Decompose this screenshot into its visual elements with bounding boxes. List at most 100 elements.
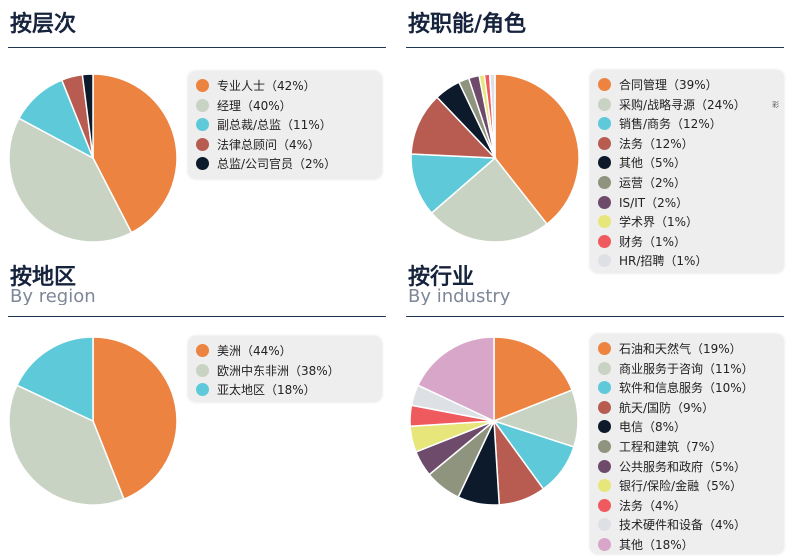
legend-label: 技术硬件和设备（4%）	[619, 518, 747, 533]
pie-slice-0	[493, 336, 574, 423]
chart-legend: 合同管理（39%） 采购/战略寻源（24%） 销售/商务（12%） 法务（12%） 其他…	[590, 70, 784, 273]
legend-swatch	[598, 381, 611, 395]
chart-legend: 专业人士（42%） 经理（40%） 副总裁/总监（11%） 法律总顾问（4%） 总监/公…	[188, 71, 382, 179]
legend-swatch	[598, 420, 611, 434]
pie-slice-3	[493, 418, 545, 506]
title-rule	[8, 316, 386, 317]
legend-label: 法律总顾问（4%）	[217, 137, 321, 152]
legend-swatch	[196, 118, 209, 132]
legend-swatch	[598, 215, 611, 229]
pie-slice-1	[8, 384, 125, 506]
legend-label: 其他（18%）	[619, 538, 694, 552]
legend-label: 电信（8%）	[619, 420, 687, 435]
legend-item: 经理（40%）	[196, 96, 292, 115]
legend-item: 软件和信息服务（10%）	[598, 378, 754, 397]
pie-slice-3	[410, 96, 497, 159]
legend-label: IS/IT（2%）	[619, 195, 689, 210]
legend-label: 专业人士（42%）	[217, 79, 316, 93]
pie-slice-8	[409, 404, 495, 428]
pie-slice-0	[494, 73, 580, 226]
title-rule	[406, 47, 784, 48]
legend-item: 销售/商务（12%）	[598, 114, 722, 133]
legend-item: 合同管理（39%）	[598, 75, 718, 94]
legend-swatch	[598, 361, 611, 375]
legend-item: 采购/战略寻源（24%）	[598, 95, 746, 114]
legend-item: IS/IT（2%）	[598, 193, 688, 212]
legend-swatch	[196, 98, 209, 112]
legend-item: 石油和天然气（19%）	[598, 339, 742, 358]
chart-title: 按行业	[408, 265, 475, 290]
legend-swatch	[598, 117, 611, 131]
legend-item: 法务（12%）	[598, 134, 694, 153]
title-rule	[406, 316, 784, 317]
legend-item: 其他（5%）	[598, 153, 686, 172]
legend-swatch	[598, 156, 611, 170]
legend-swatch	[196, 79, 209, 92]
legend-label: 经理（40%）	[217, 98, 292, 113]
legend-label: 运营（2%）	[619, 176, 687, 190]
legend-item: 欧洲中东非洲（38%）	[196, 361, 340, 380]
legend-label: 副总裁/总监（11%）	[217, 118, 332, 133]
legend-swatch	[598, 459, 611, 473]
legend-item: 美洲（44%）	[196, 341, 292, 360]
legend-item: 其他（18%）	[598, 535, 694, 554]
legend-item: 电信（8%）	[598, 417, 686, 436]
legend-swatch	[598, 479, 611, 493]
legend-item: 运营（2%）	[598, 173, 686, 192]
pie-slice-6	[414, 420, 495, 476]
legend-label: 美洲（44%）	[217, 344, 292, 358]
legend-label: 亚太地区（18%）	[217, 383, 316, 398]
legend-swatch	[598, 195, 611, 209]
legend-swatch	[598, 97, 611, 111]
legend-label: 航天/国防（9%）	[619, 400, 715, 415]
pie-slice-1	[491, 389, 579, 448]
pie-slice-7	[478, 73, 496, 159]
legend-label: 其他（5%）	[619, 156, 687, 171]
pie-slice-4	[81, 73, 94, 159]
legend-swatch	[598, 400, 611, 414]
legend-item: 技术硬件和设备（4%）	[598, 515, 746, 534]
pie-slice-1	[8, 117, 133, 243]
legend-swatch	[196, 157, 209, 171]
legend-swatch	[196, 383, 209, 397]
legend-item: 公共服务和政府（5%）	[598, 457, 746, 476]
legend-item: 法律总顾问（4%）	[196, 135, 320, 154]
chart-title: 按层次	[10, 12, 77, 37]
legend-swatch	[598, 538, 611, 551]
legend-swatch	[196, 363, 209, 377]
legend-swatch	[598, 342, 611, 355]
pie-slice-3	[60, 73, 94, 159]
pie-slice-4	[435, 81, 496, 159]
legend-swatch	[196, 344, 209, 357]
stray-mark: 彩	[772, 101, 779, 109]
legend-item: 工程和建筑（7%）	[598, 437, 722, 456]
pie-slice-5	[428, 420, 495, 499]
pie-slice-1	[430, 156, 548, 243]
legend-item: 财务（1%）	[598, 232, 686, 251]
pie-slice-0	[92, 73, 178, 234]
legend-label: 总监/公司官员（2%）	[217, 157, 337, 172]
legend-label: 财务（1%）	[619, 234, 687, 249]
pie-slice-2	[410, 153, 497, 215]
chart-subtitle: By region	[10, 287, 96, 305]
legend-item: 副总裁/总监（11%）	[196, 115, 332, 134]
chart-title: 按地区	[10, 265, 77, 290]
chart-subtitle: By industry	[408, 287, 511, 305]
legend-label: 公共服务和政府（5%）	[619, 459, 747, 474]
pie-slice-2	[17, 79, 95, 160]
pie-slice-7	[409, 420, 495, 453]
legend-item: 商业服务于咨询（11%）	[598, 359, 754, 378]
legend-swatch	[598, 518, 611, 532]
legend-item: 专业人士（42%）	[196, 76, 316, 95]
legend-label: 采购/战略寻源（24%）	[619, 97, 746, 112]
legend-label: 法务（4%）	[619, 498, 687, 513]
pie-slice-9	[410, 384, 495, 422]
legend-label: 合同管理（39%）	[619, 78, 718, 92]
legend-label: 工程和建筑（7%）	[619, 440, 723, 454]
legend-label: 银行/保险/金融（5%）	[619, 479, 743, 494]
legend-label: HR/招聘（1%）	[619, 254, 708, 269]
pie-slice-10	[416, 336, 495, 423]
pie-slice-2	[492, 419, 575, 491]
legend-label: 石油和天然气（19%）	[619, 342, 742, 356]
pie-slice-8	[483, 73, 496, 159]
